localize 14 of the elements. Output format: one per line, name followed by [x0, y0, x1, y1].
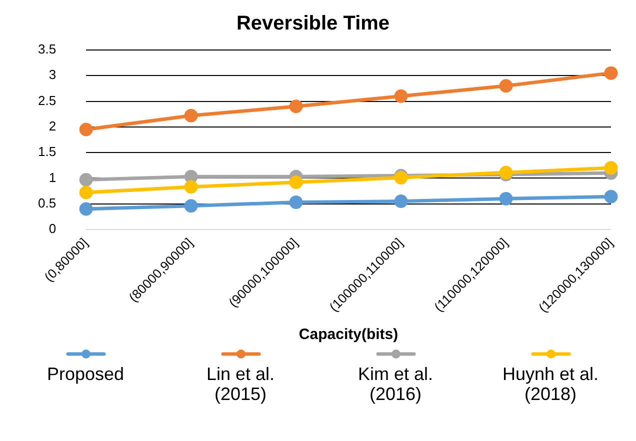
y-tick-label: 3.5	[38, 42, 56, 57]
y-tick-label: 2	[48, 118, 56, 134]
legend-label: Huynh et al. (2018)	[501, 364, 600, 404]
y-tick-label: 1	[48, 170, 56, 185]
legend-label: Proposed	[46, 364, 124, 384]
chart-title: Reversible Time	[236, 12, 390, 35]
legend-label: Kim et al. (2016)	[356, 364, 434, 404]
x-axis-title: Capacity(bits)	[298, 326, 398, 344]
y-tick-label: 3	[48, 67, 56, 82]
y-tick-label: 2.5	[38, 92, 56, 108]
y-tick-label: 0.5	[38, 195, 56, 210]
legend-label: Lin et al. (2015)	[205, 364, 276, 404]
y-tick-label: 0	[48, 221, 56, 236]
y-tick-label: 1.5	[38, 144, 56, 160]
